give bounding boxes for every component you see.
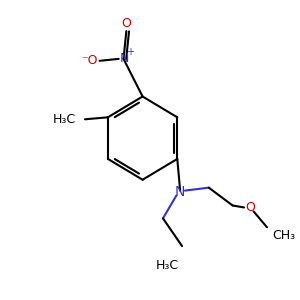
Text: H₃C: H₃C <box>52 113 75 126</box>
Text: N: N <box>120 52 129 65</box>
Text: O: O <box>245 201 255 214</box>
Text: ⁻O: ⁻O <box>81 54 98 67</box>
Text: N: N <box>175 184 185 199</box>
Text: CH₃: CH₃ <box>273 229 296 242</box>
Text: +: + <box>126 47 134 57</box>
Text: O: O <box>122 17 131 30</box>
Text: H₃C: H₃C <box>156 260 179 272</box>
